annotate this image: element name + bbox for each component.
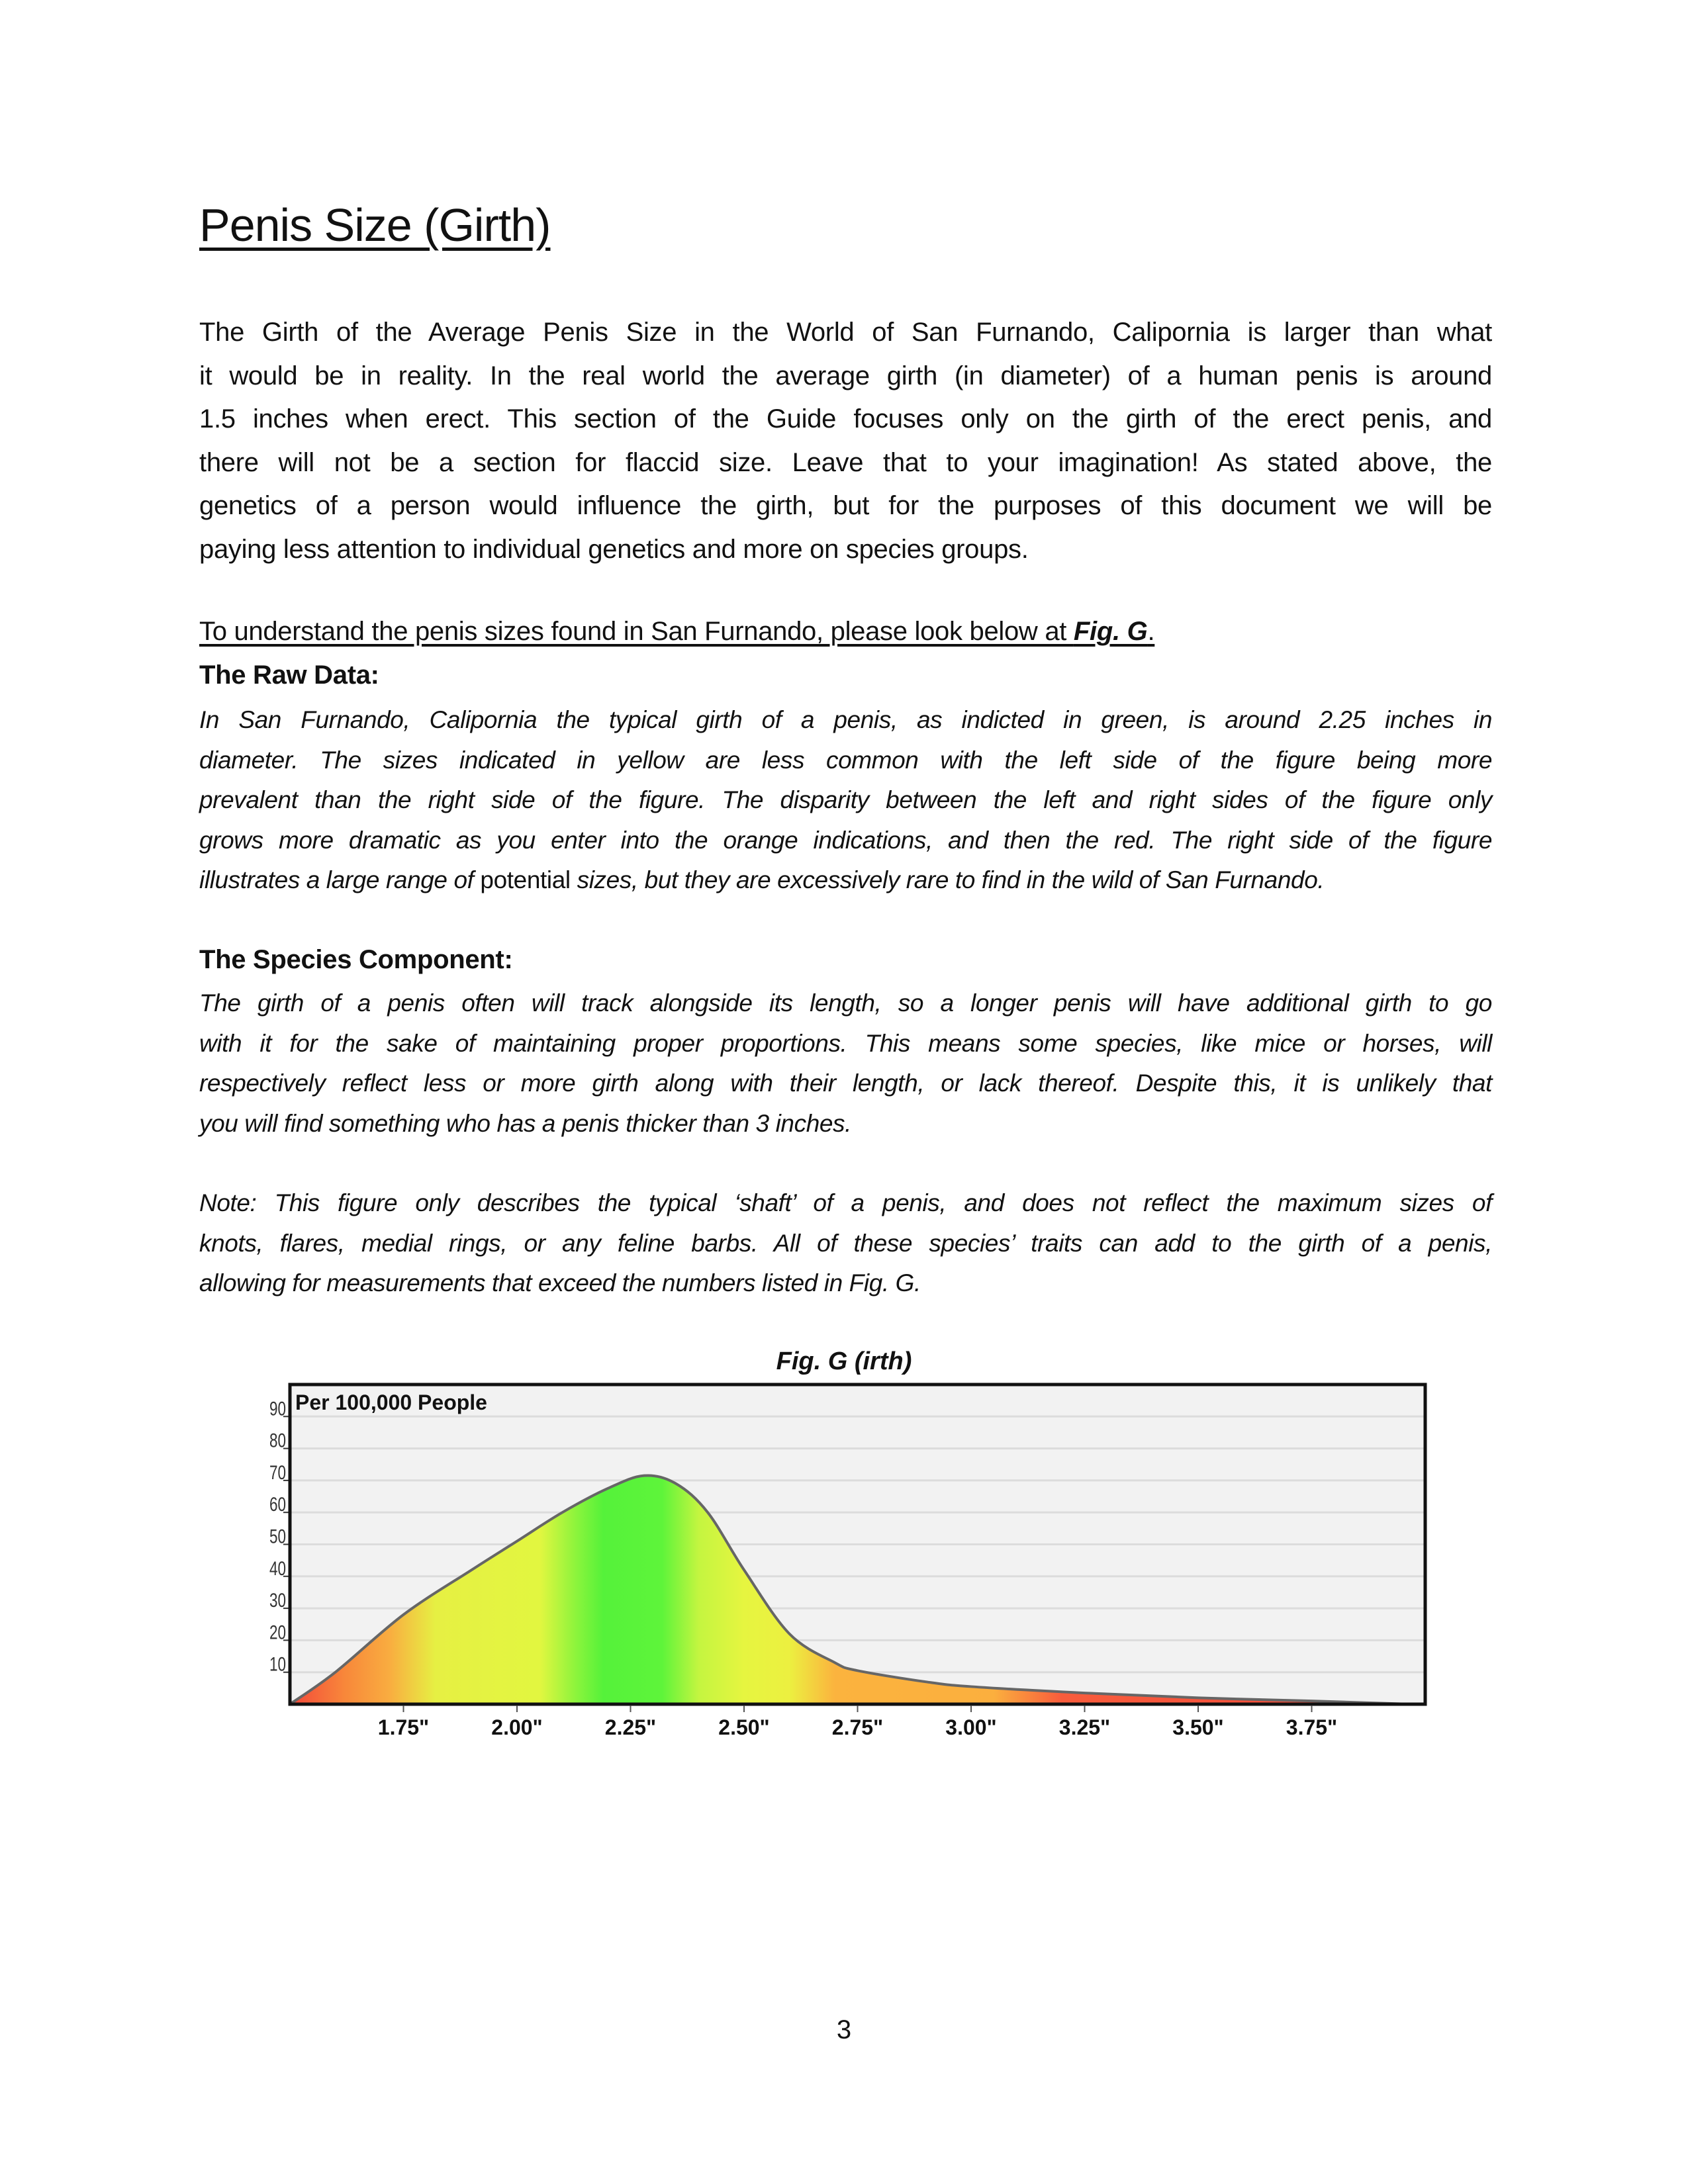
y-tick-label: 90 [269, 1397, 286, 1420]
text-segment: illustrates a large range of [199, 866, 481, 893]
distribution-area [290, 1475, 1412, 1704]
page-number: 3 [836, 2015, 852, 2044]
text-line: prevalent than the right side of the fig… [199, 786, 1492, 813]
y-tick-label: 70 [269, 1461, 286, 1484]
text-line: it would be in reality. In the real worl… [199, 361, 1492, 390]
y-tick-label: 10 [269, 1653, 286, 1676]
figure-caption: Fig. G (irth) [776, 1347, 912, 1375]
text-line: grows more dramatic as you enter into th… [199, 826, 1492, 854]
page-title: Penis Size (Girth) [199, 199, 551, 251]
text-segment: potential [480, 866, 571, 893]
x-tick-label: 2.75" [832, 1715, 883, 1739]
text-line: 1.5 inches when erect. This section of t… [199, 404, 1492, 433]
distribution-line [289, 1474, 1412, 1706]
y-tick-label: 30 [269, 1589, 286, 1612]
text-line: respectively reflect less or more girth … [199, 1069, 1492, 1097]
species-paragraph: The girth of a penis often will track al… [199, 983, 1492, 1144]
x-tick-label: 3.50" [1172, 1715, 1223, 1739]
text-line: paying less attention to individual gene… [199, 534, 1029, 564]
x-tick-label: 3.00" [945, 1715, 996, 1739]
text-line: there will not be a section for flaccid … [199, 447, 1492, 477]
y-tick-label: 50 [269, 1525, 286, 1547]
y-tick-label: 20 [269, 1621, 286, 1643]
text-line: you will find something who has a penis … [199, 1109, 852, 1137]
plot-border [288, 1383, 1427, 1706]
y-tick-label: 40 [269, 1557, 286, 1580]
text-line: The Girth of the Average Penis Size in t… [199, 318, 1492, 347]
y-tick-label: 80 [269, 1429, 286, 1451]
text-line: illustrates a large range of potential s… [199, 860, 1492, 901]
text-line: genetics of a person would influence the… [199, 491, 1492, 520]
figure-reference-text: To understand the penis sizes found in S… [199, 617, 1074, 646]
text-line: knots, flares, medial rings, or any feli… [199, 1229, 1492, 1257]
girth-distribution-chart: 10 20 30 40 50 60 70 80 90 Per 100,000 People 1.75… [269, 1383, 1427, 1739]
x-tick-label: 2.50" [718, 1715, 769, 1739]
species-heading: The Species Component: [199, 945, 513, 974]
figure-reference-end: . [1147, 617, 1155, 646]
text-line: In San Furnando, Calipornia the typical … [199, 706, 1492, 733]
raw-data-paragraph: In San Furnando, Calipornia the typical … [199, 700, 1492, 901]
intro-paragraph: The Girth of the Average Penis Size in t… [199, 311, 1492, 571]
text-line: Note: This figure only describes the typ… [199, 1189, 1492, 1216]
x-tick-label: 3.75" [1286, 1715, 1337, 1739]
text-segment: sizes, but they are excessively rare to … [570, 866, 1325, 893]
x-tick-label: 2.25" [605, 1715, 656, 1739]
note-paragraph: Note: This figure only describes the typ… [199, 1183, 1492, 1304]
text-line: diameter. The sizes indicated in yellow … [199, 746, 1492, 774]
raw-data-heading: The Raw Data: [199, 660, 379, 690]
figure-reference-link: Fig. G [1073, 617, 1148, 646]
y-tick-label: 60 [269, 1493, 286, 1516]
text-line: The girth of a penis often will track al… [199, 989, 1492, 1017]
x-tick-label: 1.75" [378, 1715, 429, 1739]
text-line: allowing for measurements that exceed th… [199, 1269, 921, 1297]
x-tick-label: 2.00" [491, 1715, 542, 1739]
figure-reference-line: To understand the penis sizes found in S… [199, 617, 1155, 647]
text-line: with it for the sake of maintaining prop… [199, 1029, 1492, 1057]
y-axis-label: Per 100,000 People [295, 1390, 487, 1414]
x-tick-label: 3.25" [1059, 1715, 1110, 1739]
